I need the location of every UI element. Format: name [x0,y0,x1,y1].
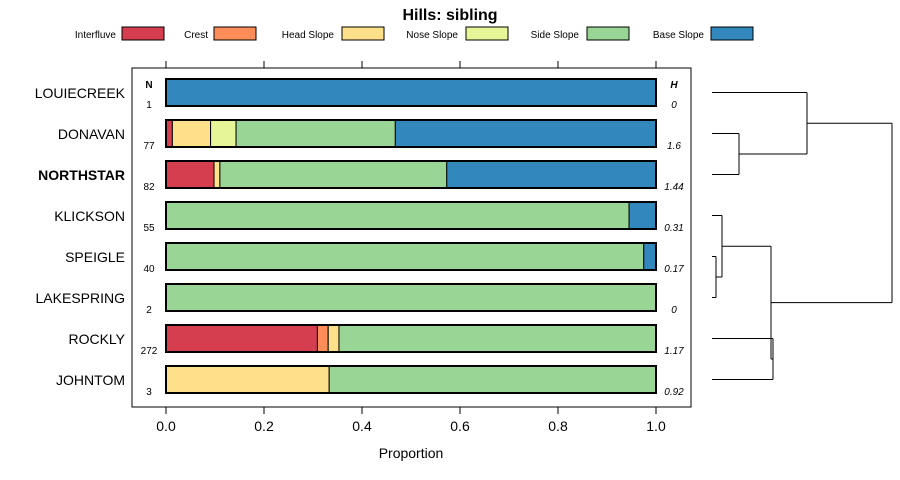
x-tick-label: 1.0 [646,418,666,434]
x-tick-label: 0.6 [450,418,470,434]
row-h-value: 0 [671,305,677,316]
row-label: SPEIGLE [65,249,125,265]
bar-segment [165,365,330,394]
axes: 0.0 0.2 0.4 0.6 0.8 1.0 [156,61,666,434]
row-n-value: 2 [146,305,152,316]
legend-label: Side Slope [531,30,580,41]
bars [165,78,657,394]
bar-segment [328,365,657,394]
row-label: JOHNTOM [56,372,125,388]
row-n-value: 1 [146,100,152,111]
bar-outline [165,365,657,394]
bar-segment [327,324,340,353]
plot-frame [131,67,692,408]
row-h-value: 1.44 [664,182,684,193]
bar-segment [165,201,630,230]
bar-outline [165,283,657,312]
row-h-value: 0.17 [664,264,684,275]
row-labels: LOUIECREEK 1 0 DONAVAN 77 1.6 NORTHSTAR 82 1.44 K… [35,85,684,398]
bar-segment [210,119,237,148]
bar-segment [165,283,657,312]
bar-segment [165,160,215,189]
x-tick-label: 0.4 [352,418,372,434]
bar-outline [165,242,657,271]
legend-label: Interfluve [75,30,117,41]
legend-swatch [586,26,630,41]
row-label: KLICKSON [54,208,125,224]
legend-label: Base Slope [653,30,705,41]
legend-label: Nose Slope [406,30,458,41]
row-n-value: 272 [141,346,158,357]
bar-segment [316,324,329,353]
legend-swatch [121,26,165,41]
row-h-value: 0.31 [664,223,683,234]
dendrogram [712,92,893,380]
bar-segment [219,160,448,189]
n-column-header: N [145,80,152,91]
row-label: DONAVAN [58,126,125,142]
row-n-value: 82 [143,182,155,193]
row-h-value: 1.6 [667,141,681,152]
chart-title: Hills: sibling [402,7,497,24]
bar-segment [394,119,657,148]
bar-segment [338,324,657,353]
bar-outline [165,201,657,230]
bar-segment [171,119,212,148]
row-label: LOUIECREEK [35,85,126,101]
bar-outline [165,78,657,107]
legend-label: Crest [184,30,208,41]
row-label: LAKESPRING [36,290,125,306]
bar-outline [165,324,657,353]
bar-segment [643,242,657,271]
x-axis-label: Proportion [379,445,444,461]
bar-segment [165,324,318,353]
row-n-value: 55 [143,223,155,234]
bar-segment [213,160,221,189]
row-h-value: 0 [671,100,677,111]
bar-segment [165,242,645,271]
legend-swatch [465,26,509,41]
bar-outline [165,119,657,148]
legend-label: Head Slope [282,30,335,41]
x-tick-label: 0.2 [254,418,274,434]
legend-swatch [710,26,754,41]
legend: Interfluve Crest Head Slope Nose Slope Side … [75,26,754,41]
row-n-value: 3 [146,387,152,398]
row-n-value: 77 [143,141,155,152]
bar-segment [235,119,396,148]
row-h-value: 0.92 [664,387,684,398]
bar-outline [165,160,657,189]
legend-swatch [341,26,385,41]
legend-swatch [213,26,257,41]
x-tick-label: 0.0 [156,418,176,434]
bar-segment [446,160,657,189]
bar-segment [628,201,657,230]
h-column-header: H [670,80,678,91]
bar-segment [165,78,657,107]
row-label: ROCKLY [68,331,125,347]
row-n-value: 40 [143,264,155,275]
row-label: NORTHSTAR [38,167,125,183]
x-tick-label: 0.8 [548,418,568,434]
row-h-value: 1.17 [664,346,684,357]
